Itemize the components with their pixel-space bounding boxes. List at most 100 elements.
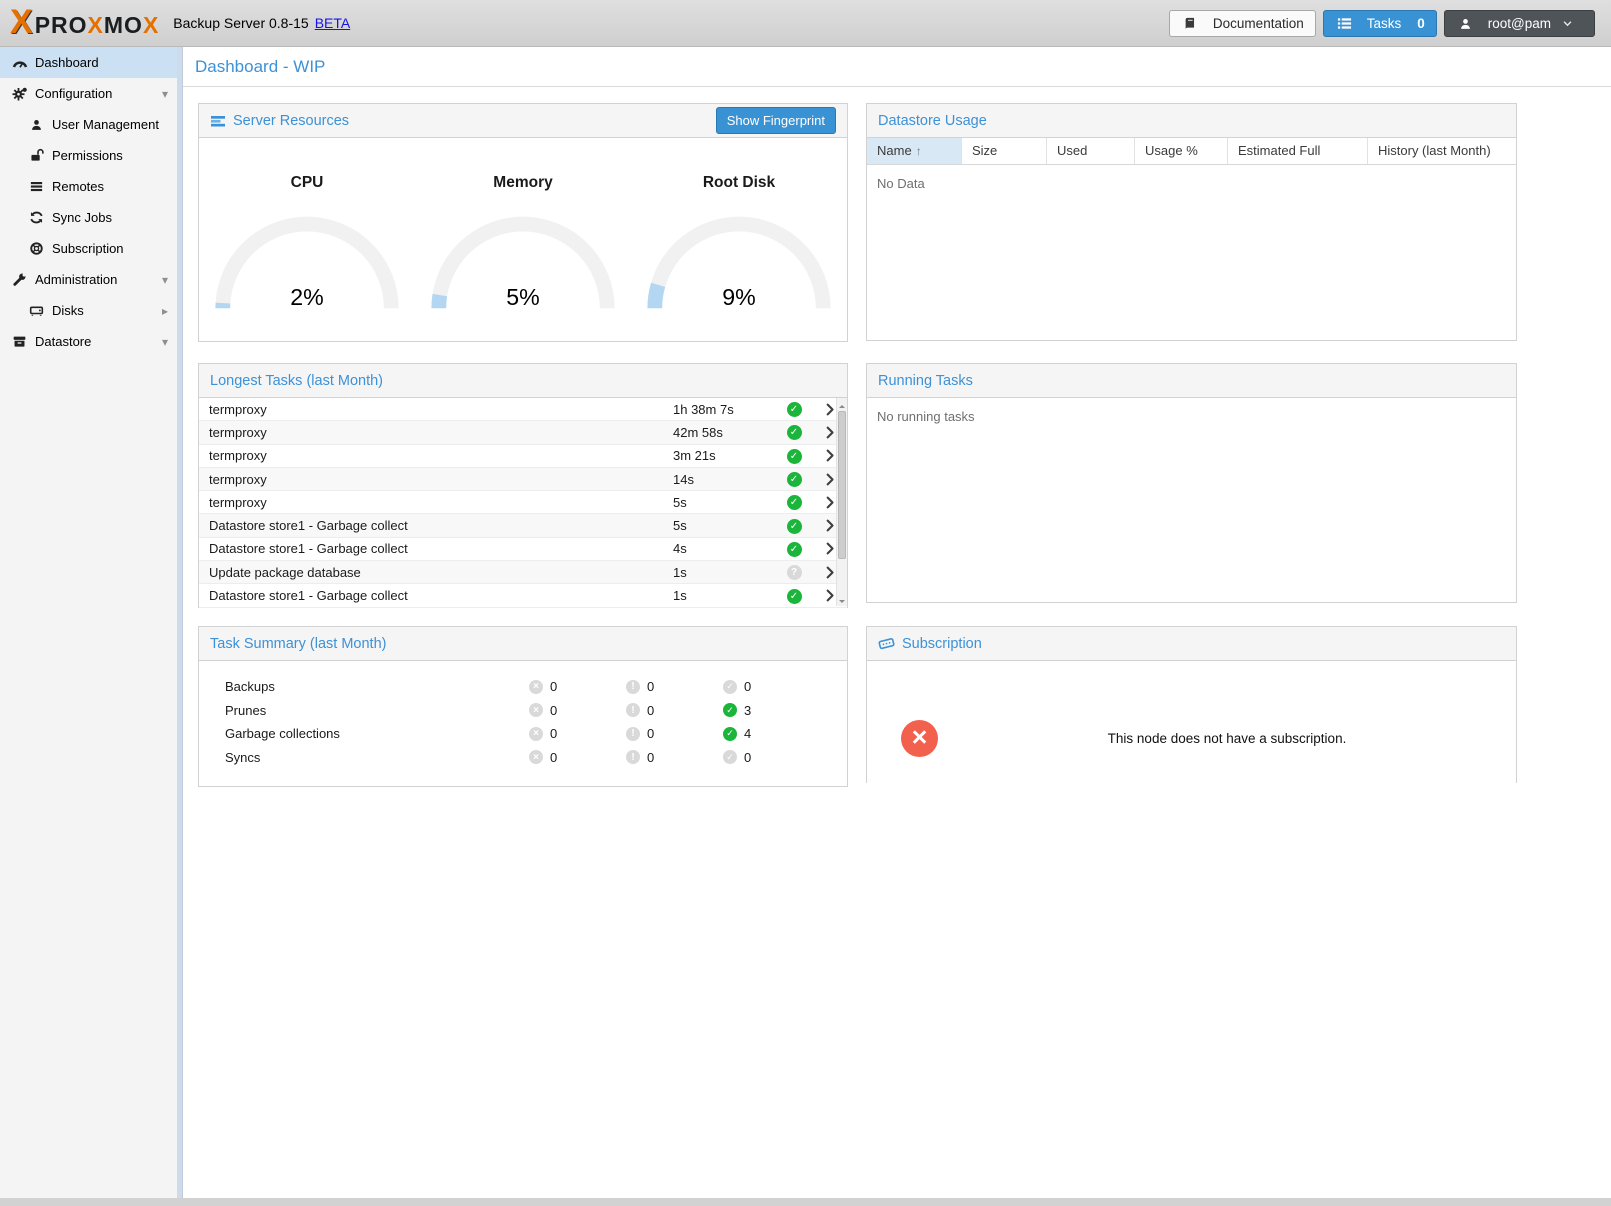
warning-count: 0 bbox=[647, 749, 655, 765]
tasks-label: Tasks bbox=[1366, 16, 1402, 31]
task-duration: 14s bbox=[673, 471, 694, 487]
task-row[interactable]: termproxy 14s bbox=[199, 467, 847, 492]
task-list-icon bbox=[1335, 16, 1354, 32]
column-header-history[interactable]: History (last Month) bbox=[1378, 143, 1491, 158]
sidebar-item-remotes[interactable]: Remotes bbox=[0, 171, 177, 202]
warning-icon bbox=[626, 750, 640, 765]
sidebar-item-sync-jobs[interactable]: Sync Jobs bbox=[0, 202, 177, 233]
panel-title: Datastore Usage bbox=[878, 112, 987, 129]
task-name: Datastore store1 - Garbage collect bbox=[209, 518, 408, 534]
sidebar-item-subscription[interactable]: Subscription bbox=[0, 233, 177, 264]
task-summary-panel: Task Summary (last Month) Backups 0 0 0 … bbox=[198, 626, 848, 787]
chevron-right-icon[interactable] bbox=[813, 403, 847, 416]
error-count: 0 bbox=[550, 702, 558, 718]
status-ok-icon bbox=[786, 448, 802, 464]
book-icon bbox=[1181, 16, 1200, 32]
task-row[interactable]: termproxy 42m 58s bbox=[199, 421, 847, 445]
ok-icon bbox=[723, 750, 737, 765]
error-icon bbox=[529, 750, 543, 765]
task-name: Update package database bbox=[209, 564, 361, 580]
sidebar-item-disks[interactable]: Disks ▸ bbox=[0, 295, 177, 326]
no-data-text: No Data bbox=[877, 176, 925, 191]
chevron-right-icon[interactable] bbox=[813, 449, 847, 462]
warning-icon bbox=[626, 726, 640, 741]
error-icon bbox=[529, 726, 543, 741]
warning-count: 0 bbox=[647, 702, 655, 718]
sidebar-item-dashboard[interactable]: Dashboard bbox=[0, 47, 177, 78]
task-row[interactable]: Datastore store1 - Garbage collect 1s bbox=[199, 584, 847, 608]
scroll-up-arrow[interactable] bbox=[837, 398, 847, 410]
vertical-scrollbar[interactable] bbox=[836, 398, 847, 606]
gauge-label-cpu: CPU bbox=[290, 174, 324, 191]
server-resources-panel: Server Resources Show Fingerprint CPU 2%… bbox=[198, 103, 848, 342]
no-running-tasks-text: No running tasks bbox=[877, 409, 975, 424]
sync-icon bbox=[27, 210, 46, 226]
caret-down-icon[interactable]: ▾ bbox=[161, 334, 168, 349]
unlock-icon bbox=[27, 148, 46, 164]
column-header-estimated-full[interactable]: Estimated Full bbox=[1228, 138, 1368, 164]
sidebar-item-administration[interactable]: Administration ▾ bbox=[0, 264, 177, 295]
sidebar-item-user-management[interactable]: User Management bbox=[0, 109, 177, 140]
column-header-used[interactable]: Used bbox=[1047, 138, 1135, 164]
show-fingerprint-button[interactable]: Show Fingerprint bbox=[715, 107, 836, 134]
column-header-usage-pct[interactable]: Usage % bbox=[1135, 138, 1228, 164]
chevron-right-icon[interactable] bbox=[813, 496, 847, 509]
scrollbar-thumb[interactable] bbox=[838, 411, 846, 559]
memory-gauge: 5% bbox=[431, 216, 615, 310]
app-header: X PROXMOX Backup Server 0.8-15 BETA Docu… bbox=[0, 0, 1611, 47]
task-row[interactable]: Update package database 1s bbox=[199, 561, 847, 585]
task-row[interactable]: termproxy 1h 38m 7s bbox=[199, 398, 847, 422]
ok-count: 4 bbox=[744, 726, 752, 742]
panel-title: Task Summary (last Month) bbox=[210, 635, 387, 652]
gauge-label-root-disk: Root Disk bbox=[702, 174, 776, 191]
chevron-right-icon[interactable] bbox=[813, 519, 847, 532]
bottom-scrollbar-strip[interactable] bbox=[0, 1198, 1611, 1206]
datastore-usage-panel: Datastore Usage Name ↑ Size Used Usage % … bbox=[866, 103, 1517, 341]
documentation-label: Documentation bbox=[1212, 16, 1304, 31]
status-ok-icon bbox=[786, 495, 802, 511]
scroll-down-arrow[interactable] bbox=[837, 594, 847, 606]
task-name: termproxy bbox=[209, 401, 267, 417]
panel-title: Subscription bbox=[902, 635, 982, 652]
summary-row-garbage-collections: Garbage collections 0 0 4 bbox=[199, 722, 847, 746]
beta-link[interactable]: BETA bbox=[314, 15, 351, 31]
sidebar-item-label: Configuration bbox=[35, 86, 113, 101]
longest-tasks-panel: Longest Tasks (last Month) termproxy 1h … bbox=[198, 363, 848, 608]
ticket-icon bbox=[878, 635, 895, 652]
chevron-right-icon[interactable] bbox=[813, 566, 847, 579]
chevron-right-icon[interactable] bbox=[813, 473, 847, 486]
column-header-size[interactable]: Size bbox=[962, 138, 1047, 164]
proxmox-wordmark: PROXMOX bbox=[34, 12, 160, 38]
user-menu-button[interactable]: root@pam bbox=[1443, 10, 1595, 37]
sidebar: Dashboard Configuration ▾ User Managemen… bbox=[0, 47, 177, 1198]
task-row[interactable]: termproxy 3m 21s bbox=[199, 445, 847, 468]
column-header-name[interactable]: Name ↑ bbox=[867, 138, 962, 164]
content-header: Dashboard - WIP bbox=[183, 47, 1611, 87]
task-row[interactable]: termproxy 5s bbox=[199, 491, 847, 515]
user-icon bbox=[1456, 16, 1475, 32]
caret-down-icon[interactable]: ▾ bbox=[161, 272, 168, 287]
content: Dashboard - WIP Server Resources Show Fi… bbox=[183, 47, 1611, 1198]
panel-title: Running Tasks bbox=[878, 372, 973, 389]
summary-label: Prunes bbox=[225, 702, 267, 718]
chevron-right-icon[interactable] bbox=[813, 426, 847, 439]
warning-count: 0 bbox=[647, 726, 655, 742]
chevron-right-icon[interactable] bbox=[813, 589, 847, 602]
gauge-percent: 2% bbox=[290, 284, 323, 310]
chevron-right-icon[interactable] bbox=[813, 542, 847, 555]
tasks-count-badge: 0 bbox=[1417, 16, 1425, 31]
task-duration: 42m 58s bbox=[673, 424, 723, 440]
task-row[interactable]: Datastore store1 - Garbage collect 4s bbox=[199, 538, 847, 562]
documentation-button[interactable]: Documentation bbox=[1168, 10, 1316, 37]
task-duration: 1s bbox=[673, 588, 687, 604]
subscription-panel: Subscription × This node does not have a… bbox=[866, 626, 1517, 816]
caret-down-icon[interactable]: ▾ bbox=[161, 86, 168, 101]
ok-icon bbox=[723, 703, 737, 718]
task-row[interactable]: Datastore store1 - Garbage collect 5s bbox=[199, 514, 847, 538]
sidebar-item-configuration[interactable]: Configuration ▾ bbox=[0, 78, 177, 109]
tasks-button[interactable]: Tasks 0 bbox=[1322, 10, 1437, 37]
caret-right-icon[interactable]: ▸ bbox=[161, 303, 168, 318]
sidebar-item-datastore[interactable]: Datastore ▾ bbox=[0, 326, 177, 357]
sidebar-item-permissions[interactable]: Permissions bbox=[0, 140, 177, 171]
sidebar-splitter[interactable] bbox=[177, 47, 183, 1198]
